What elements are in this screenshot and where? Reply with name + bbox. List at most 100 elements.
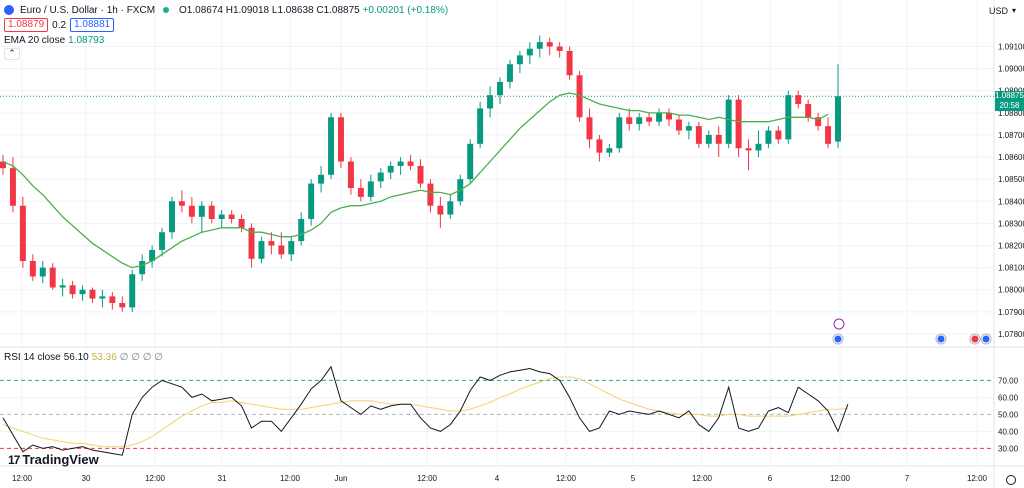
candle-body [417,165,424,184]
candle-body [258,241,265,259]
candle-body [188,205,195,217]
candle-body [636,117,643,124]
sell-button[interactable]: 1.08879 [4,18,49,32]
buy-button[interactable]: 1.08881 [70,18,115,32]
rsi-tick-label: 70.00 [998,376,1019,385]
candle-body [745,148,752,151]
symbol-title[interactable]: Euro / U.S. Dollar · 1h · FXCM [20,4,156,16]
candle-body [576,75,583,118]
candles [0,35,841,312]
chevron-down-icon[interactable]: ▾ [1011,6,1016,15]
candle-body [606,148,613,153]
time-axis[interactable]: 12:00 30 12:00 31 12:00 Jun 12:00 4 12:00 5 12:00 6… [12,474,988,483]
ohlc-values: O1.08674 H1.09018 L1.08638 C1.08875 +0.0… [179,5,448,16]
time-tick-label: 12:00 [12,474,33,483]
candle-body [248,227,255,259]
rsi-tick-label: 60.00 [998,393,1019,402]
economic-events[interactable] [832,318,992,345]
rsi-value: 56.10 [63,352,89,363]
tradingview-logo-icon: 17 [8,452,20,467]
candle-body [427,183,434,206]
candle-body [715,134,722,144]
candle-body [775,130,782,140]
time-tick-label: 6 [768,474,773,483]
spread-value: 0.2 [52,19,67,31]
last-price-label: 1.08875 20:58 [995,91,1024,111]
euro-flag-icon [4,5,14,15]
candle-body [407,161,414,166]
candle-body [616,117,623,149]
candle-body [39,267,46,277]
candle-body [79,289,86,295]
price-axis[interactable]: 1.091001.090001.089001.088001.087001.086… [998,43,1024,339]
candle-body [29,260,36,277]
rsi-label: RSI 14 close [4,352,61,363]
candle-body [705,134,712,144]
candle-body [318,174,325,184]
brand-name: TradingView [22,452,99,467]
candle-body [725,99,732,144]
price-tick-label: 1.08100 [998,264,1024,273]
ema-legend[interactable]: EMA 20 close 1.08793 [4,35,104,46]
candle-body [228,214,235,219]
candle-body [556,46,563,51]
candle-body [0,161,6,169]
candle-body [467,143,474,180]
price-change: +0.00201 (+0.18%) [362,4,449,16]
price-tick-label: 1.07800 [998,330,1024,339]
candle-body [139,260,146,275]
time-tick-label: 12:00 [280,474,301,483]
candle-body [685,126,692,131]
candle-body [149,249,156,261]
candle-body [377,172,384,182]
candle-body [735,99,742,149]
candle-body [487,95,494,109]
candle-body [755,143,762,151]
candle-body [447,201,454,215]
candle-body [218,214,225,219]
candle-body [666,112,672,120]
candle-body [397,161,404,166]
candle-body [99,296,106,299]
price-tick-label: 1.08200 [998,242,1024,251]
rsi-line [2,365,849,456]
time-tick-label: 4 [495,474,500,483]
candle-body [129,274,136,308]
candle-body [526,48,533,56]
candle-body [367,181,374,197]
candle-body [437,205,444,215]
candle-body [159,232,166,250]
candle-body [208,205,215,219]
collapse-legend-button[interactable]: ⌃ [4,48,20,60]
candle-body [288,241,295,255]
rsi-axis[interactable]: 70.00 60.00 50.00 40.00 30.00 [998,376,1019,453]
candle-body [198,205,205,217]
time-tick-label: 12:00 [692,474,713,483]
rsi-legend[interactable]: RSI 14 close 56.10 53.36 ∅ ∅ ∅ ∅ [4,352,163,363]
time-tick-label: 31 [218,474,227,483]
candle-body [596,139,603,153]
price-tick-label: 1.08800 [998,109,1024,118]
currency-selector[interactable]: USD [988,6,1008,16]
flag-icon [982,335,990,343]
candle-body [566,50,573,76]
candle-body [675,119,682,131]
gear-icon[interactable] [1006,475,1016,485]
time-tick-label: 5 [631,474,636,483]
candle-body [238,218,245,228]
symbol-legend[interactable]: Euro / U.S. Dollar · 1h · FXCM O1.08674 … [4,3,448,17]
candle-body [506,64,513,82]
price-tick-label: 1.09000 [998,65,1024,74]
market-open-icon [163,7,170,13]
candle-body [59,285,66,288]
time-tick-label: Jun [335,474,348,483]
time-tick-label: 7 [905,474,910,483]
candle-body [805,104,812,118]
candle-body [516,55,523,65]
candle-body [268,241,275,246]
rsi-tick-label: 30.00 [998,444,1019,453]
candle-body [586,117,593,140]
candle-body [536,42,543,49]
tradingview-logo[interactable]: 17 TradingView [8,452,99,467]
